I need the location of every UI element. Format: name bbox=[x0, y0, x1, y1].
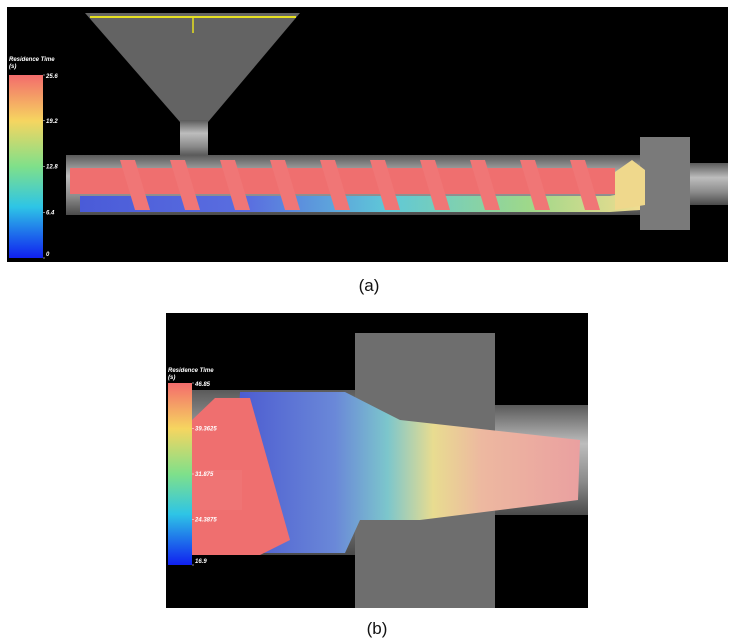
die-block bbox=[640, 137, 690, 230]
figure: Residence Time (s) (a) Residence Time (s… bbox=[0, 0, 738, 644]
colorbar-tick-label: 6.4 bbox=[46, 210, 55, 216]
colorbar-tick-label: 31.875 bbox=[195, 472, 214, 478]
colorbar-tick-label: 46.85 bbox=[194, 382, 211, 388]
colorbar-unit: (s) bbox=[9, 64, 16, 70]
colorbar-title: Residence Time bbox=[168, 368, 214, 374]
colorbar-tick-label: 24.3875 bbox=[194, 518, 217, 524]
colorbar-tick-label: 39.3625 bbox=[195, 427, 217, 433]
caption: (b) bbox=[367, 619, 388, 638]
colorbar-tick-label: 19.2 bbox=[46, 119, 58, 125]
colorbar-title: Residence Time bbox=[9, 57, 55, 63]
nozzle bbox=[690, 163, 728, 205]
colorbar-unit: (s) bbox=[168, 375, 175, 381]
caption: (a) bbox=[359, 276, 380, 295]
hopper-neck bbox=[180, 120, 208, 158]
colorbar-tick-label: 25.6 bbox=[45, 74, 58, 80]
colorbar-tick-label: 12.8 bbox=[46, 165, 58, 171]
page: Residence Time (s) (a) Residence Time (s… bbox=[0, 0, 738, 644]
colorbar bbox=[168, 383, 192, 565]
colorbar-tick-label: 16.9 bbox=[195, 559, 207, 565]
colorbar bbox=[9, 75, 43, 258]
